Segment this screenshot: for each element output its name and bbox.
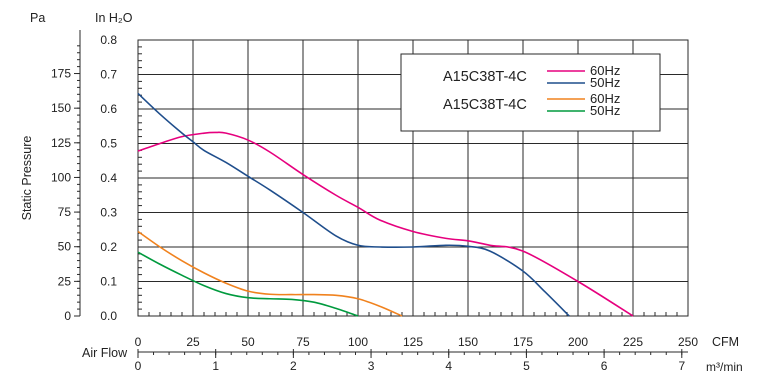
- axes-layer: 02550751001251501750.00.10.20.30.40.50.6…: [51, 30, 698, 373]
- y-axis-title: Static Pressure: [20, 136, 34, 221]
- m3-tick-label: 4: [445, 359, 452, 373]
- cfm-unit-label: CFM: [712, 335, 739, 349]
- inh2o-tick-label: 0.6: [100, 102, 117, 116]
- inh2o-tick-label: 0.8: [100, 33, 117, 47]
- m3-tick-label: 1: [212, 359, 219, 373]
- m3-tick-label: 7: [678, 359, 685, 373]
- inh2o-tick-label: 0.5: [100, 137, 117, 151]
- cfm-tick-label: 50: [241, 335, 255, 349]
- legend-entry-label: 60Hz: [590, 63, 620, 78]
- cfm-tick-label: 225: [623, 335, 643, 349]
- inh2o-tick-label: 0.7: [100, 68, 117, 82]
- cfm-tick-label: 100: [348, 335, 368, 349]
- legend-model-label: A15C38T-4C: [443, 69, 527, 85]
- legend-box: [400, 53, 661, 132]
- series-line-1-60hz: [137, 131, 634, 317]
- cfm-tick-label: 75: [296, 335, 310, 349]
- pa-tick-label: 100: [51, 170, 71, 184]
- pa-tick-label: 25: [58, 274, 72, 288]
- cfm-tick-label: 200: [568, 335, 588, 349]
- series-line-1-50hz: [137, 92, 570, 317]
- pa-tick-label: 75: [58, 205, 72, 219]
- series-line-2-50hz: [137, 251, 359, 317]
- m3-tick-label: 5: [523, 359, 530, 373]
- m3-tick-label: 0: [135, 359, 142, 373]
- plot-frame: [137, 39, 689, 317]
- m3-tick-label: 2: [290, 359, 297, 373]
- cfm-tick-label: 125: [403, 335, 423, 349]
- pa-unit-label: Pa: [30, 11, 45, 25]
- m3-tick-label: 3: [368, 359, 375, 373]
- cfm-tick-label: 150: [458, 335, 478, 349]
- inh2o-tick-label: 0.3: [100, 206, 117, 220]
- pa-tick-label: 0: [64, 309, 71, 323]
- cfm-tick-label: 250: [678, 335, 698, 349]
- m3-unit-label: m³/min: [706, 360, 743, 373]
- inh2o-tick-label: 0.1: [100, 275, 117, 289]
- legend-model-label: A15C38T-4C: [443, 97, 527, 113]
- legend-entry-label: 50Hz: [590, 75, 620, 90]
- m3-tick-label: 6: [601, 359, 608, 373]
- pa-tick-label: 175: [51, 67, 71, 81]
- pa-tick-label: 125: [51, 136, 71, 150]
- legend-entry-label: 60Hz: [590, 91, 620, 106]
- series-line-2-60hz: [137, 230, 403, 317]
- inh2o-tick-label: 0.4: [100, 171, 117, 185]
- inh2o-tick-label: 0.0: [100, 309, 117, 323]
- cfm-tick-label: 175: [513, 335, 533, 349]
- cfm-tick-label: 25: [186, 335, 200, 349]
- labels-layer: Pa In H₂O Static Pressure Air Flow CFM m…: [20, 11, 743, 374]
- inh2o-tick-label: 0.2: [100, 240, 117, 254]
- pa-tick-label: 150: [51, 101, 71, 115]
- legend-entry-label: 50Hz: [590, 103, 620, 118]
- cfm-tick-label: 0: [135, 335, 142, 349]
- x-axis-title: Air Flow: [82, 346, 128, 360]
- series-layer: [137, 92, 634, 317]
- pa-tick-label: 50: [58, 240, 72, 254]
- inh2o-unit-label: In H₂O: [95, 11, 133, 25]
